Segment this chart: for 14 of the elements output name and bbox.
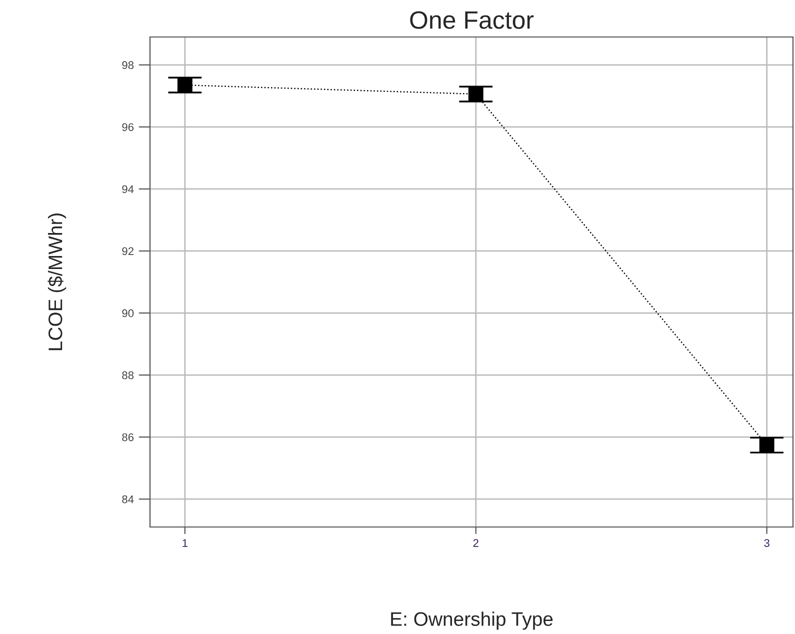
y-tick-label: 96: [122, 123, 134, 132]
y-tick-label: 92: [122, 247, 134, 256]
chart-title: One Factor: [410, 11, 534, 29]
y-tick-label: 86: [122, 433, 134, 442]
x-tick-label: 2: [473, 539, 478, 547]
y-tick-label: 90: [122, 309, 134, 318]
y-axis-title: LCOE ($/MWhr): [48, 214, 66, 350]
x-tick-label: 3: [764, 539, 770, 547]
y-tick-label: 94: [122, 185, 134, 194]
x-axis-title: E: Ownership Type: [391, 612, 553, 630]
y-tick-label: 98: [122, 61, 134, 70]
y-tick-label: 84: [122, 495, 134, 504]
y-tick-label: 88: [122, 371, 134, 380]
x-tick-label: 1: [182, 539, 188, 547]
